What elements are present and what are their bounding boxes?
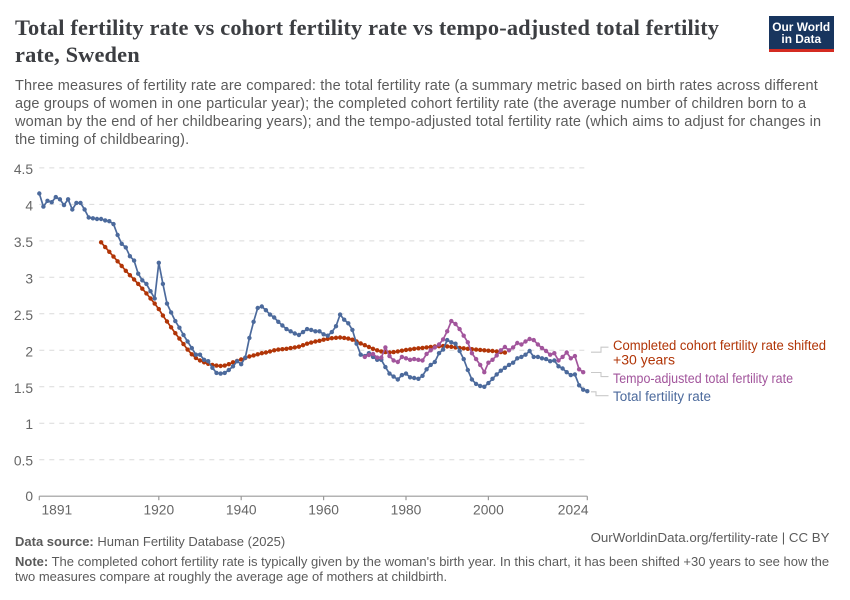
svg-text:1.5: 1.5 — [14, 381, 34, 396]
svg-text:0: 0 — [25, 489, 33, 504]
svg-text:3: 3 — [25, 271, 33, 286]
svg-text:3.5: 3.5 — [14, 235, 34, 250]
svg-text:+30 years: +30 years — [613, 353, 675, 369]
svg-text:Tempo-adjusted total fertility: Tempo-adjusted total fertility rate — [613, 371, 793, 387]
svg-text:1960: 1960 — [308, 503, 339, 518]
svg-text:2024: 2024 — [558, 503, 589, 518]
svg-text:0.5: 0.5 — [14, 454, 34, 469]
svg-text:1: 1 — [25, 417, 33, 432]
svg-text:1940: 1940 — [226, 503, 257, 518]
svg-text:2: 2 — [25, 344, 33, 359]
svg-text:4.5: 4.5 — [14, 162, 34, 177]
svg-text:1891: 1891 — [42, 503, 73, 518]
svg-text:2000: 2000 — [473, 503, 504, 518]
svg-text:Total fertility rate: Total fertility rate — [613, 389, 711, 405]
svg-text:1980: 1980 — [391, 503, 422, 518]
svg-text:4: 4 — [25, 198, 33, 213]
svg-text:1920: 1920 — [143, 503, 174, 518]
svg-text:2.5: 2.5 — [14, 308, 34, 323]
svg-text:Completed cohort fertility rat: Completed cohort fertility rate shifted — [613, 338, 826, 354]
